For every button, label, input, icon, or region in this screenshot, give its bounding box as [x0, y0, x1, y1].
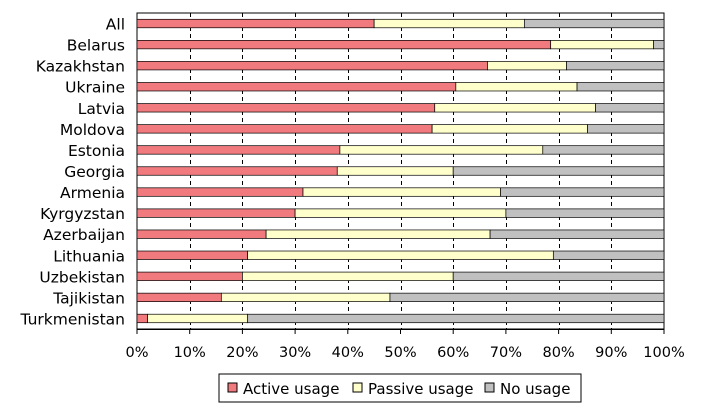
bar-kazakhstan-no-usage — [566, 61, 665, 71]
legend-box — [218, 373, 582, 403]
bar-tajikistan-active-usage — [136, 292, 222, 302]
category-label-estonia: Estonia — [68, 142, 125, 160]
bar-turkmenistan-passive-usage — [147, 313, 249, 324]
x-tick-label: 60% — [437, 345, 469, 361]
bar-tajikistan-passive-usage — [220, 292, 391, 302]
category-label-kyrgyzstan: Kyrgyzstan — [40, 205, 125, 223]
bar-uzbekistan-no-usage — [452, 271, 665, 281]
bar-all-passive-usage — [373, 18, 525, 29]
bars — [136, 18, 665, 324]
bar-kyrgyzstan-active-usage — [136, 208, 296, 218]
category-label-all: All — [106, 16, 125, 34]
bar-lithuania-no-usage — [552, 250, 665, 260]
category-label-armenia: Armenia — [60, 184, 125, 202]
bar-georgia-no-usage — [452, 166, 665, 176]
legend-label-active-usage: Active usage — [243, 380, 339, 398]
bar-moldova-active-usage — [136, 124, 433, 134]
bar-tajikistan-no-usage — [389, 292, 665, 302]
category-label-tajikistan: Tajikistan — [52, 289, 125, 307]
x-tick-label: 80% — [542, 345, 574, 361]
category-label-kazakhstan: Kazakhstan — [36, 58, 125, 76]
bar-ukraine-no-usage — [576, 82, 665, 92]
bar-uzbekistan-active-usage — [136, 271, 243, 281]
bar-kazakhstan-active-usage — [136, 61, 488, 71]
category-label-moldova: Moldova — [60, 121, 125, 139]
bar-belarus-active-usage — [136, 39, 552, 50]
x-tick-label: 100% — [643, 345, 684, 361]
x-tick-label: 10% — [174, 345, 206, 361]
bar-moldova-no-usage — [587, 124, 665, 134]
bar-georgia-passive-usage — [336, 166, 454, 176]
bar-belarus-passive-usage — [550, 39, 654, 50]
x-tick-label: 0% — [125, 345, 148, 361]
bar-lithuania-active-usage — [136, 250, 249, 260]
bar-latvia-active-usage — [136, 103, 436, 113]
bar-uzbekistan-passive-usage — [242, 271, 454, 281]
legend-label-no-usage: No usage — [500, 380, 570, 398]
category-label-azerbaijan: Azerbaijan — [43, 226, 125, 244]
x-tick-label: 20% — [226, 345, 258, 361]
bar-estonia-no-usage — [542, 145, 665, 155]
category-labels: All Belarus Kazakhstan Ukraine Latvia Moldova… — [19, 16, 125, 329]
x-tick-label: 30% — [279, 345, 311, 361]
bar-kazakhstan-passive-usage — [487, 61, 567, 71]
bar-georgia-active-usage — [136, 166, 338, 176]
bar-moldova-passive-usage — [431, 124, 588, 134]
bar-turkmenistan-active-usage — [136, 313, 148, 324]
bar-armenia-passive-usage — [302, 187, 501, 197]
x-axis: 0% 10% 20% 30% 40% 50% 60% 70% 80% 90% 100% — [125, 329, 685, 361]
bar-armenia-no-usage — [500, 187, 665, 197]
bar-armenia-active-usage — [136, 187, 304, 197]
bar-estonia-active-usage — [136, 145, 341, 155]
x-tick-label: 40% — [332, 345, 364, 361]
legend-label-passive-usage: Passive usage — [368, 380, 474, 398]
legend-swatch-active-usage — [227, 382, 238, 393]
bar-latvia-no-usage — [595, 103, 665, 113]
category-label-ukraine: Ukraine — [65, 79, 125, 97]
legend: Active usage Passive usage No usage — [218, 373, 582, 403]
bar-belarus-no-usage — [653, 39, 665, 50]
bar-all-active-usage — [136, 18, 375, 29]
bar-azerbaijan-active-usage — [136, 229, 267, 239]
bar-turkmenistan-no-usage — [247, 313, 665, 324]
bar-kyrgyzstan-passive-usage — [294, 208, 507, 218]
bar-ukraine-passive-usage — [455, 82, 578, 92]
category-label-lithuania: Lithuania — [53, 247, 125, 265]
legend-swatch-passive-usage — [352, 382, 363, 393]
bar-ukraine-active-usage — [136, 82, 457, 92]
bar-estonia-passive-usage — [339, 145, 544, 155]
bar-lithuania-passive-usage — [247, 250, 554, 260]
category-label-georgia: Georgia — [64, 163, 125, 181]
bar-latvia-passive-usage — [434, 103, 596, 113]
bar-azerbaijan-passive-usage — [265, 229, 491, 239]
category-label-uzbekistan: Uzbekistan — [39, 268, 125, 286]
legend-swatch-no-usage — [484, 382, 495, 393]
x-tick-label: 70% — [490, 345, 522, 361]
x-tick-label: 90% — [595, 345, 627, 361]
category-label-turkmenistan: Turkmenistan — [19, 310, 125, 328]
x-tick-label: 50% — [384, 345, 416, 361]
category-label-belarus: Belarus — [67, 37, 125, 55]
category-label-latvia: Latvia — [78, 100, 125, 118]
bar-azerbaijan-no-usage — [489, 229, 665, 239]
bar-kyrgyzstan-no-usage — [505, 208, 665, 218]
bar-all-no-usage — [523, 18, 665, 29]
